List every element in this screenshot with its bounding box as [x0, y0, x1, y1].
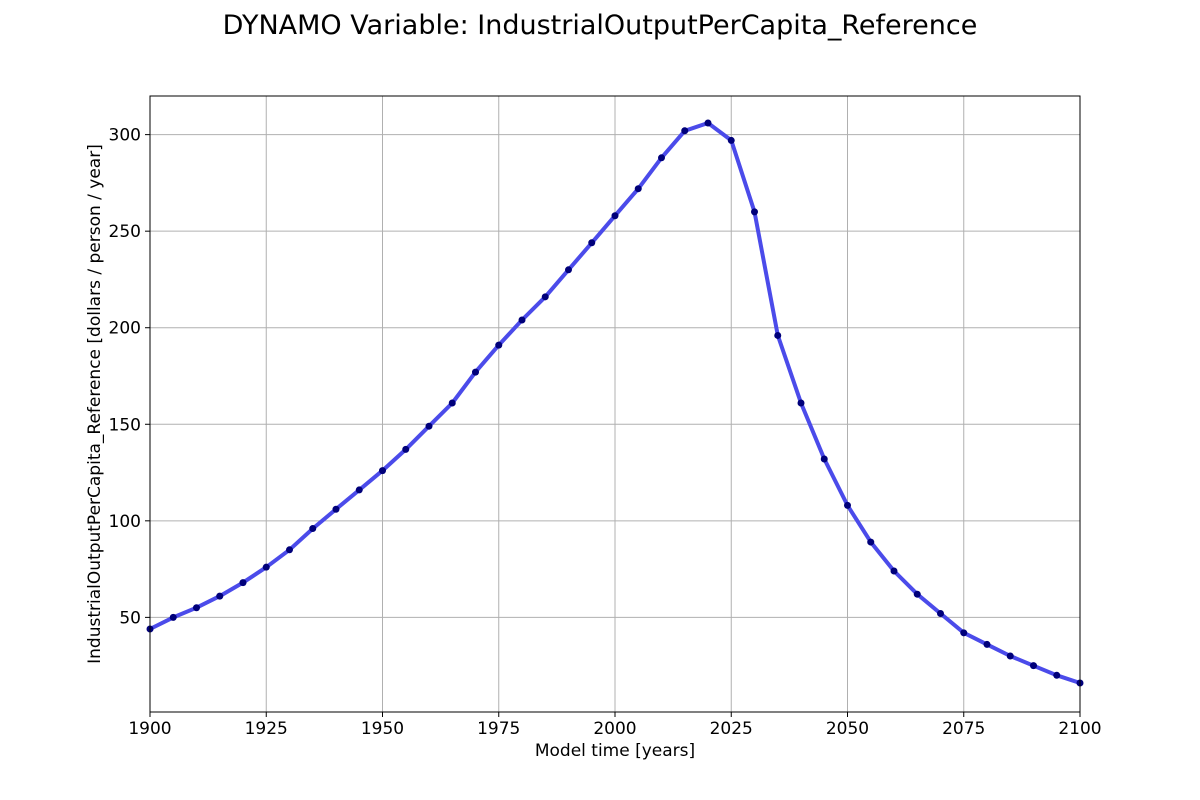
grid-lines — [149, 96, 1081, 712]
data-point — [448, 399, 456, 407]
series-layer — [146, 119, 1084, 687]
data-point — [983, 640, 991, 648]
data-point — [495, 341, 503, 349]
data-point — [611, 212, 619, 220]
y-tick-label: 250 — [109, 222, 141, 242]
x-tick-label: 2100 — [1058, 719, 1101, 739]
data-point — [262, 563, 270, 571]
data-point — [1030, 662, 1037, 670]
data-point — [472, 368, 479, 376]
data-point — [239, 579, 247, 587]
x-axis-label: Model time [years] — [535, 741, 695, 761]
y-tick-label: 300 — [109, 126, 141, 146]
x-tick-label: 2000 — [593, 719, 636, 739]
data-point — [402, 445, 410, 453]
data-point — [937, 610, 944, 618]
data-point — [588, 239, 596, 247]
chart-title: DYNAMO Variable: IndustrialOutputPerCapi… — [222, 10, 978, 41]
y-axis-label: IndustrialOutputPerCapita_Reference [dol… — [85, 144, 105, 664]
y-tick-label: 100 — [109, 512, 141, 532]
x-tick-label: 1900 — [128, 719, 171, 739]
data-point — [1053, 671, 1061, 679]
data-point — [425, 422, 433, 430]
data-point — [309, 525, 317, 533]
data-point — [960, 629, 968, 637]
data-point — [332, 505, 340, 513]
x-tick-label: 2075 — [942, 719, 985, 739]
data-point — [774, 331, 782, 339]
x-tick-label: 2050 — [826, 719, 869, 739]
data-point — [704, 119, 712, 127]
data-point — [820, 455, 828, 463]
x-tick-label: 1925 — [245, 719, 288, 739]
data-point — [565, 266, 572, 274]
data-point — [518, 316, 526, 324]
x-tick-label: 1950 — [361, 719, 404, 739]
data-point — [890, 567, 898, 575]
data-point — [193, 604, 200, 612]
data-point — [216, 592, 224, 600]
y-tick-label: 50 — [119, 608, 141, 628]
data-point — [797, 399, 805, 407]
data-point — [169, 613, 177, 621]
y-tick-label: 150 — [109, 415, 141, 435]
data-point — [634, 185, 642, 193]
data-point — [913, 590, 921, 598]
data-point — [751, 208, 758, 216]
data-point — [727, 136, 735, 144]
data-point — [867, 538, 875, 546]
x-tick-label: 1975 — [477, 719, 520, 739]
data-point — [658, 154, 665, 162]
tick-layer: 1900 1925 1950 1975 2000 2025 2050 2075 2100 50 10… — [109, 126, 1102, 739]
data-point — [379, 467, 386, 475]
data-point — [681, 127, 689, 135]
data-point — [844, 501, 851, 509]
data-point — [541, 293, 549, 301]
y-tick-label: 200 — [109, 319, 141, 339]
data-point — [355, 486, 363, 494]
x-tick-label: 2025 — [710, 719, 753, 739]
data-point — [1006, 652, 1014, 660]
data-point — [286, 546, 293, 554]
